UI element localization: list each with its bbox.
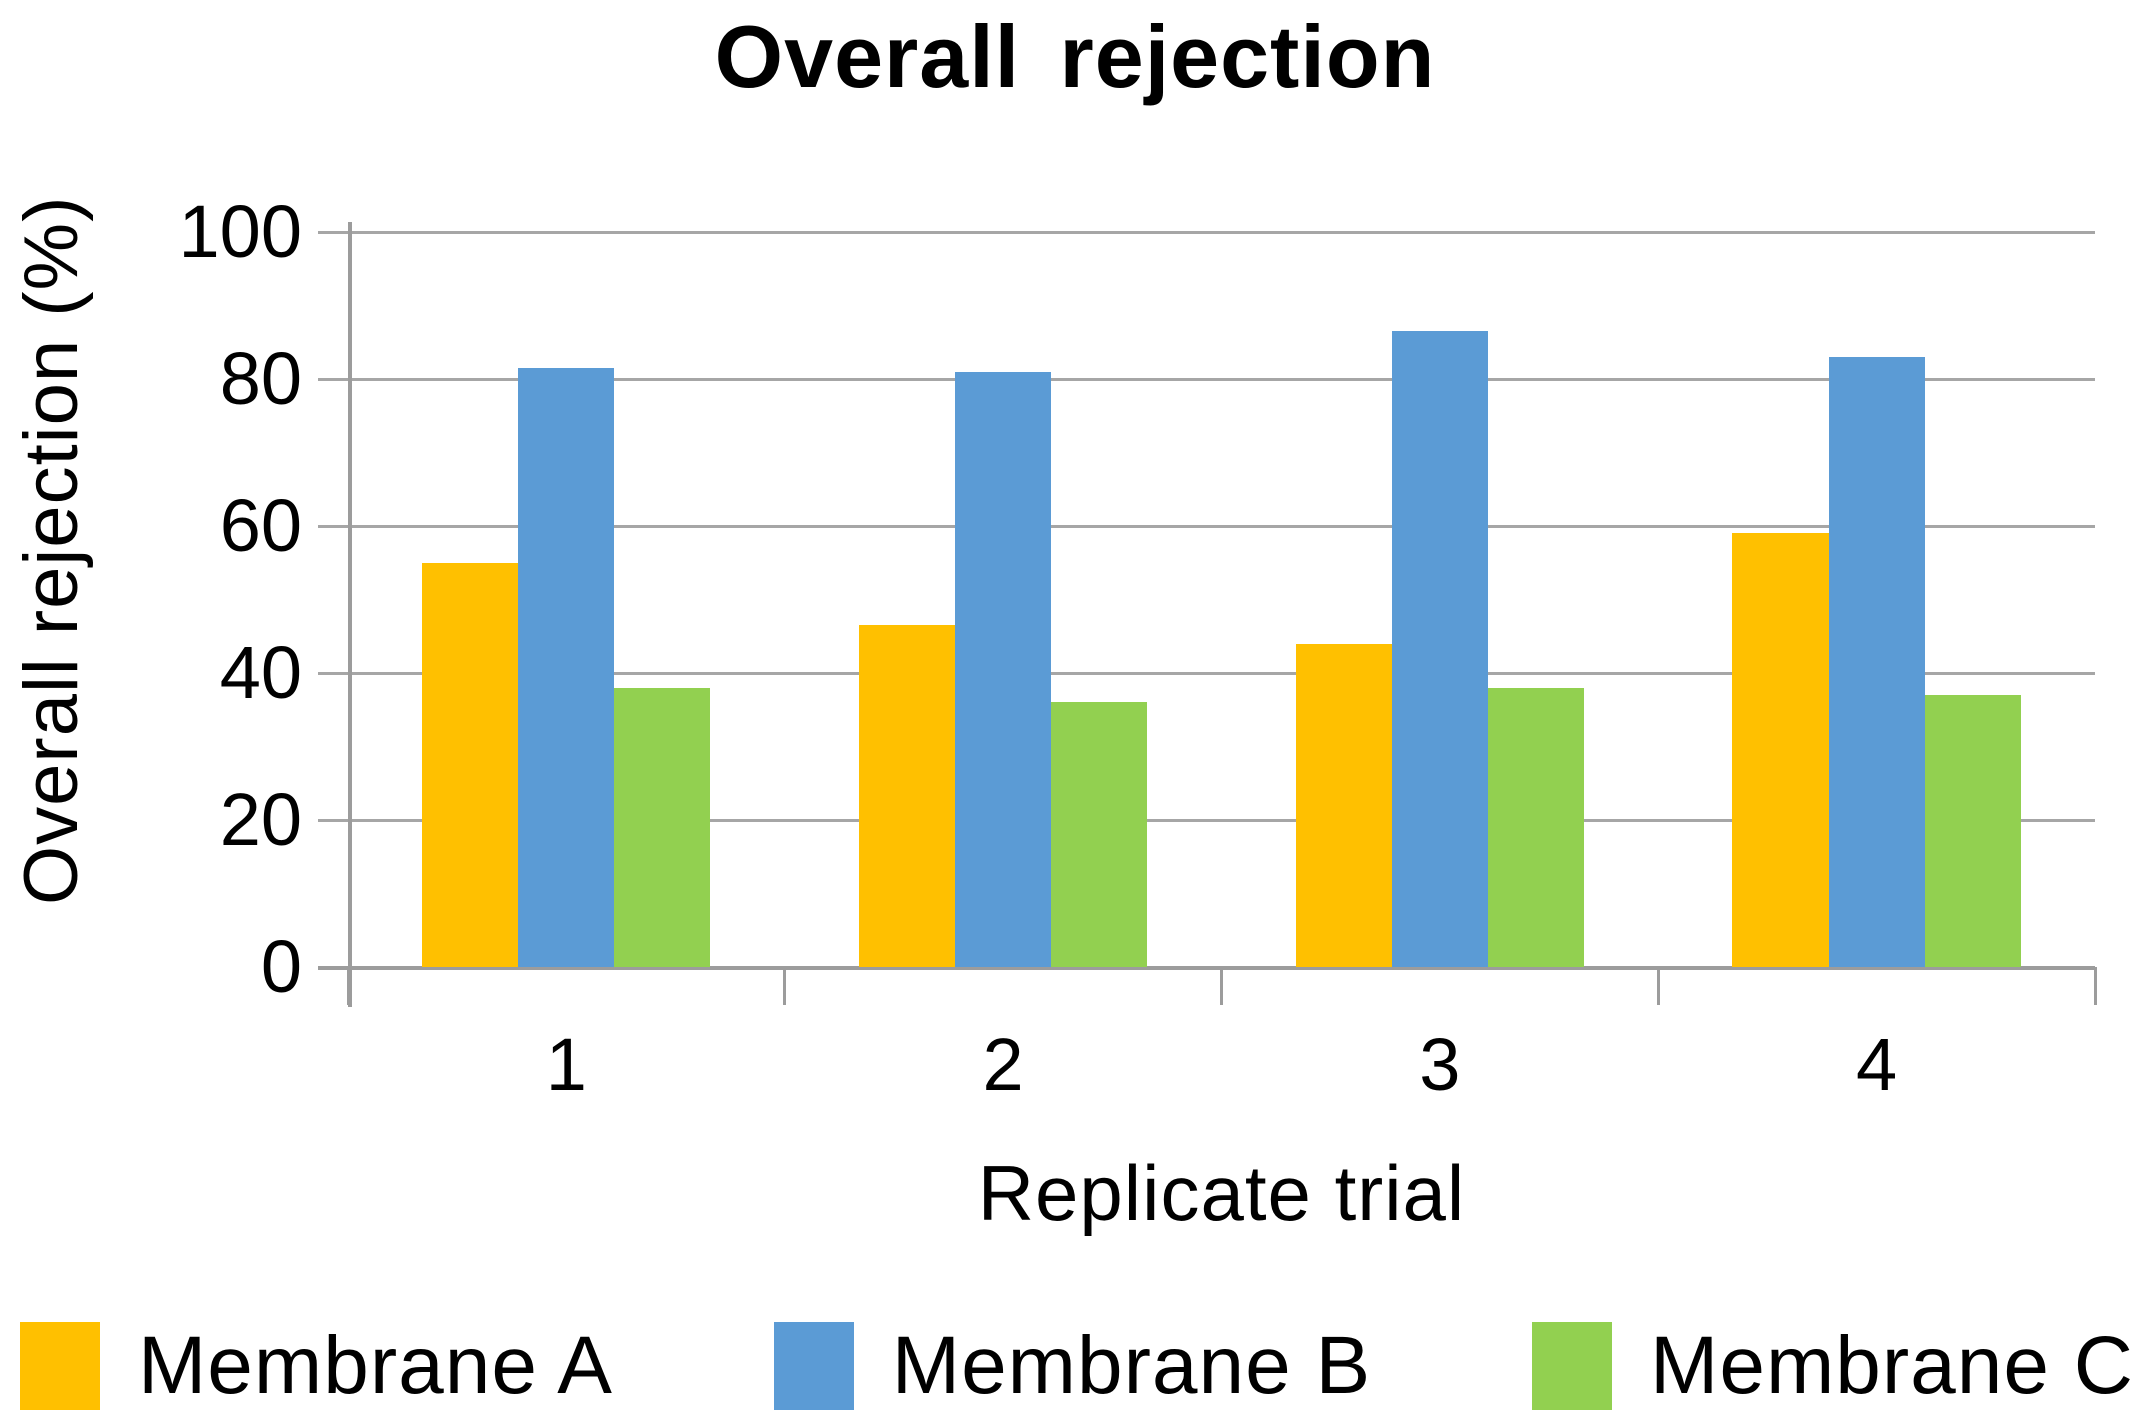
bar-membrane-c-trial-2 [1051, 702, 1148, 967]
x-tick-label-1: 1 [545, 1023, 587, 1106]
y-tick-label-40: 40 [219, 631, 302, 714]
legend-swatch-membrane-c [1532, 1322, 1613, 1410]
legend-label-membrane-a: Membrane A [138, 1320, 613, 1411]
x-tick-label-4: 4 [1856, 1023, 1898, 1106]
bar-membrane-a-trial-3 [1295, 643, 1392, 967]
bar-membrane-b-trial-4 [1828, 356, 1925, 967]
gridline-60 [318, 525, 2095, 528]
gridline-80 [318, 378, 2095, 381]
chart-title: Overall rejection [714, 7, 1436, 106]
plot-area [318, 222, 2097, 1007]
legend-swatch-membrane-a [20, 1322, 100, 1410]
bar-membrane-b-trial-3 [1391, 331, 1488, 967]
legend: Membrane A Membrane B Membrane C [20, 1318, 2134, 1414]
y-tick-label-60: 60 [219, 484, 302, 567]
bar-membrane-b-trial-2 [955, 371, 1052, 967]
legend-label-membrane-c: Membrane C [1650, 1320, 2134, 1411]
gridline-0 [318, 966, 2095, 970]
x-tick-label-2: 2 [982, 1023, 1024, 1106]
x-axis-tick-3 [1656, 967, 1660, 1005]
y-tick-label-20: 20 [219, 778, 302, 861]
bar-membrane-a-trial-4 [1732, 533, 1829, 967]
x-axis-tick-2 [1220, 967, 1223, 1005]
x-axis-tick-0 [346, 967, 350, 1005]
legend-label-membrane-b: Membrane B [891, 1320, 1372, 1411]
bar-membrane-a-trial-1 [422, 562, 519, 967]
bar-membrane-c-trial-4 [1924, 695, 2021, 967]
gridline-100 [318, 231, 2095, 234]
legend-item-membrane-b: Membrane B [773, 1319, 1372, 1413]
y-tick-label-80: 80 [219, 337, 302, 420]
legend-swatch-membrane-b [773, 1322, 854, 1410]
bar-membrane-c-trial-1 [614, 687, 711, 967]
legend-item-membrane-a: Membrane A [20, 1319, 613, 1413]
gridline-20 [318, 819, 2095, 822]
legend-item-membrane-c: Membrane C [1532, 1319, 2134, 1413]
x-tick-label-3: 3 [1419, 1023, 1461, 1106]
y-axis-line [348, 222, 352, 1007]
y-tick-label-0: 0 [260, 925, 302, 1008]
bar-membrane-c-trial-3 [1487, 687, 1584, 967]
x-axis-title: Replicate trial [977, 1149, 1466, 1237]
bar-membrane-a-trial-2 [858, 625, 956, 967]
x-axis-tick-1 [783, 967, 787, 1005]
gridline-40 [318, 672, 2095, 675]
y-tick-label-100: 100 [178, 190, 302, 273]
y-axis-title: Overall rejection (%) [9, 195, 94, 906]
bar-membrane-b-trial-1 [518, 367, 615, 967]
x-axis-tick-4 [2093, 967, 2097, 1005]
